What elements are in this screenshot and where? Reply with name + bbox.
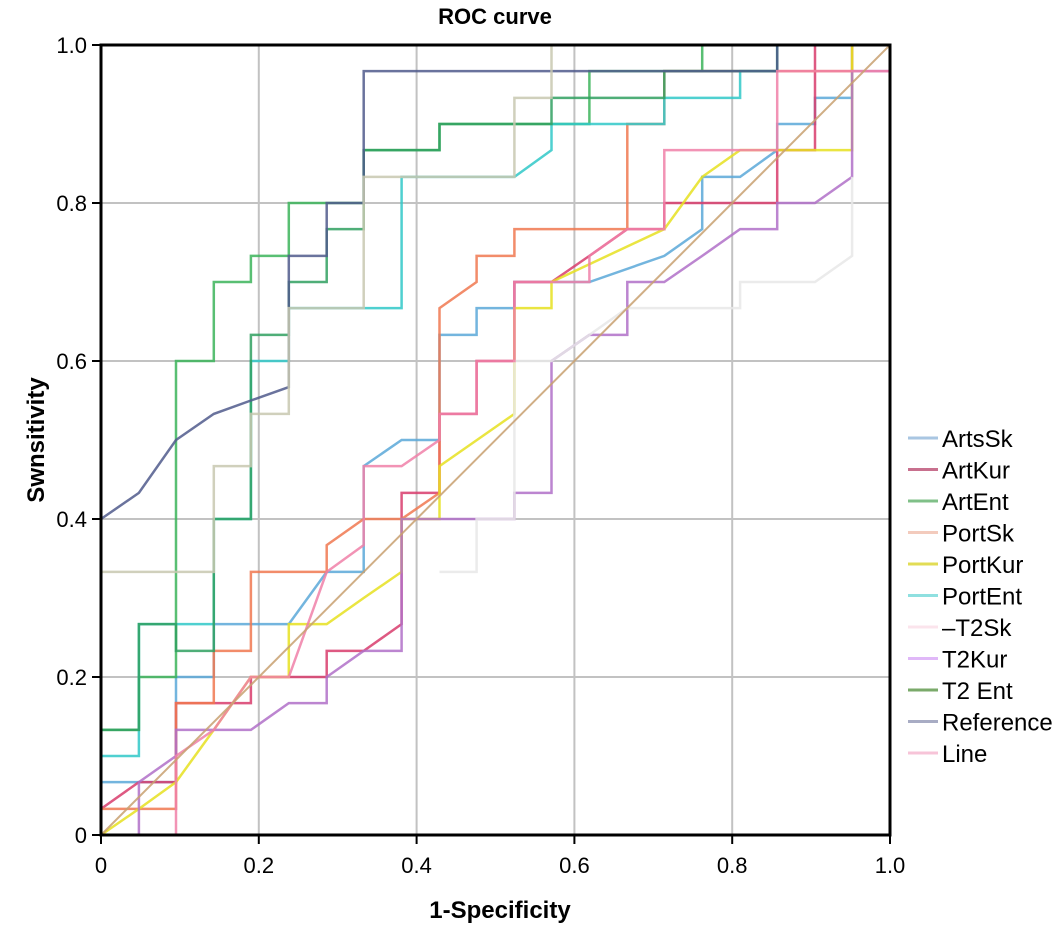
legend-label: Line — [942, 741, 987, 768]
y-tick-label: 1.0 — [56, 33, 87, 58]
x-tick-label: 0.4 — [401, 853, 432, 878]
y-tick-label: 0.4 — [56, 507, 87, 532]
y-axis-label: Swnsitivity — [23, 377, 50, 503]
y-tick-label: 0.8 — [56, 191, 87, 216]
legend-item: PortKur — [908, 552, 1023, 579]
series-line-t2kur — [99, 43, 890, 835]
legend-label: ArtsSk — [942, 426, 1014, 453]
legend-label: T2Kur — [942, 647, 1007, 674]
legend-item: PortEnt — [908, 584, 1022, 611]
x-tick-label: 0.6 — [559, 853, 590, 878]
x-axis-ticks: 0 0.2 0.4 0.6 0.8 1.0 — [95, 835, 905, 878]
legend-item: ArtEnt — [908, 489, 1009, 516]
legend-label: ArtKur — [942, 458, 1010, 485]
y-axis-ticks: 0 0.2 0.4 0.6 0.8 1.0 — [56, 33, 101, 848]
y-tick-label: 0.6 — [56, 349, 87, 374]
x-axis-label: 1-Specificity — [429, 897, 571, 924]
legend-label: T2 Ent — [942, 678, 1013, 705]
series-line-line — [100, 44, 891, 836]
legend-item: –T2Sk — [908, 615, 1012, 642]
legend-item: T2Kur — [908, 647, 1007, 674]
legend-item: T2 Ent — [908, 678, 1013, 705]
plot-frame — [99, 43, 892, 837]
legend-item: Reference — [908, 710, 1053, 737]
legend-item: Line — [908, 741, 987, 768]
series-group — [99, 43, 891, 837]
legend-label: PortSk — [942, 521, 1015, 548]
series-line-t2-ent — [100, 43, 890, 521]
legend-label: Reference — [942, 710, 1053, 737]
chart-title: ROC curve — [438, 4, 552, 29]
x-tick-label: 0.2 — [244, 853, 275, 878]
legend-item: PortSk — [908, 521, 1015, 548]
x-tick-label: 0.8 — [717, 853, 748, 878]
legend-item: ArtsSk — [908, 426, 1014, 453]
series-line-reference — [99, 43, 890, 835]
series-line-portent-faint — [439, 176, 854, 574]
series-line-t2ent-pink — [101, 69, 890, 837]
legend-item: ArtKur — [908, 458, 1010, 485]
legend-label: –T2Sk — [942, 615, 1012, 642]
x-tick-label: 0 — [95, 853, 107, 878]
y-tick-label: 0 — [75, 823, 87, 848]
legend: ArtsSk ArtKur ArtEnt PortSk PortKur PortEnt –T… — [908, 426, 1053, 768]
y-tick-label: 0.2 — [56, 665, 87, 690]
legend-label: PortKur — [942, 552, 1023, 579]
legend-label: PortEnt — [942, 584, 1022, 611]
x-tick-label: 1.0 — [875, 853, 906, 878]
legend-label: ArtEnt — [942, 489, 1009, 516]
